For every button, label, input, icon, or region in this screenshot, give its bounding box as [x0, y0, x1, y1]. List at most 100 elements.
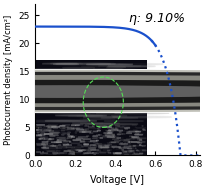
Circle shape	[33, 71, 87, 72]
Circle shape	[105, 89, 136, 90]
Circle shape	[92, 69, 122, 70]
Circle shape	[104, 80, 140, 81]
Text: η: 9.10%: η: 9.10%	[128, 12, 184, 25]
Circle shape	[35, 85, 94, 87]
Circle shape	[32, 104, 91, 106]
Circle shape	[71, 125, 78, 126]
Circle shape	[104, 134, 114, 135]
Circle shape	[126, 110, 161, 111]
Circle shape	[63, 90, 92, 91]
Circle shape	[67, 74, 116, 76]
Circle shape	[99, 147, 108, 148]
Circle shape	[128, 131, 138, 132]
Circle shape	[35, 100, 73, 101]
Circle shape	[76, 84, 94, 85]
Circle shape	[54, 83, 69, 84]
Circle shape	[80, 108, 116, 109]
Circle shape	[82, 63, 110, 64]
Circle shape	[58, 104, 89, 105]
Circle shape	[84, 81, 138, 82]
Circle shape	[101, 118, 137, 119]
Circle shape	[40, 108, 66, 109]
Circle shape	[75, 131, 84, 132]
Circle shape	[49, 135, 58, 136]
Circle shape	[66, 147, 75, 148]
Circle shape	[42, 85, 76, 86]
Circle shape	[64, 80, 124, 81]
Circle shape	[51, 85, 64, 86]
Circle shape	[97, 88, 142, 90]
Circle shape	[49, 74, 102, 76]
Circle shape	[26, 102, 80, 104]
Circle shape	[127, 77, 161, 78]
Circle shape	[111, 115, 126, 116]
Circle shape	[85, 88, 117, 89]
Circle shape	[86, 64, 132, 65]
Circle shape	[28, 105, 84, 107]
Circle shape	[55, 115, 106, 116]
Circle shape	[41, 105, 75, 106]
Circle shape	[29, 121, 87, 123]
Y-axis label: Photocurrent density [mA/cm²]: Photocurrent density [mA/cm²]	[4, 15, 13, 145]
Circle shape	[0, 80, 206, 103]
Circle shape	[53, 113, 90, 114]
Circle shape	[66, 99, 120, 100]
Circle shape	[46, 78, 94, 79]
Circle shape	[68, 115, 118, 117]
Circle shape	[83, 116, 121, 118]
Circle shape	[121, 108, 149, 109]
Circle shape	[132, 138, 141, 139]
Circle shape	[44, 87, 87, 88]
Circle shape	[105, 85, 159, 87]
Circle shape	[110, 136, 118, 137]
Circle shape	[80, 70, 103, 71]
Circle shape	[51, 142, 60, 143]
Circle shape	[88, 79, 126, 80]
Circle shape	[84, 113, 125, 115]
Circle shape	[54, 89, 105, 91]
Circle shape	[118, 64, 163, 65]
Circle shape	[113, 97, 170, 99]
Circle shape	[82, 119, 115, 120]
Circle shape	[51, 142, 59, 143]
Circle shape	[77, 88, 97, 89]
Circle shape	[72, 123, 119, 124]
Circle shape	[36, 101, 96, 103]
Circle shape	[0, 69, 206, 113]
Circle shape	[62, 100, 116, 101]
Circle shape	[104, 121, 143, 122]
Circle shape	[35, 95, 83, 97]
Circle shape	[35, 80, 87, 81]
Circle shape	[50, 63, 77, 64]
Circle shape	[71, 95, 84, 96]
Circle shape	[94, 79, 139, 81]
Circle shape	[106, 69, 124, 70]
Circle shape	[0, 70, 206, 112]
Circle shape	[0, 75, 206, 107]
Circle shape	[76, 115, 102, 116]
Circle shape	[60, 90, 86, 91]
Circle shape	[81, 66, 118, 67]
Circle shape	[49, 132, 59, 133]
Circle shape	[64, 129, 74, 130]
Circle shape	[0, 85, 206, 98]
Circle shape	[96, 137, 106, 138]
Circle shape	[98, 65, 140, 67]
Circle shape	[41, 112, 97, 114]
Circle shape	[133, 100, 150, 101]
Circle shape	[80, 123, 103, 124]
Circle shape	[130, 93, 158, 94]
Circle shape	[80, 80, 94, 81]
Circle shape	[84, 77, 137, 78]
Circle shape	[62, 67, 94, 68]
Circle shape	[95, 106, 118, 107]
Circle shape	[47, 151, 56, 152]
Circle shape	[105, 83, 164, 85]
Circle shape	[76, 129, 84, 130]
Circle shape	[108, 130, 117, 131]
Circle shape	[61, 78, 87, 79]
Circle shape	[93, 73, 151, 74]
Circle shape	[133, 131, 142, 132]
Circle shape	[40, 80, 65, 81]
Circle shape	[137, 138, 146, 139]
